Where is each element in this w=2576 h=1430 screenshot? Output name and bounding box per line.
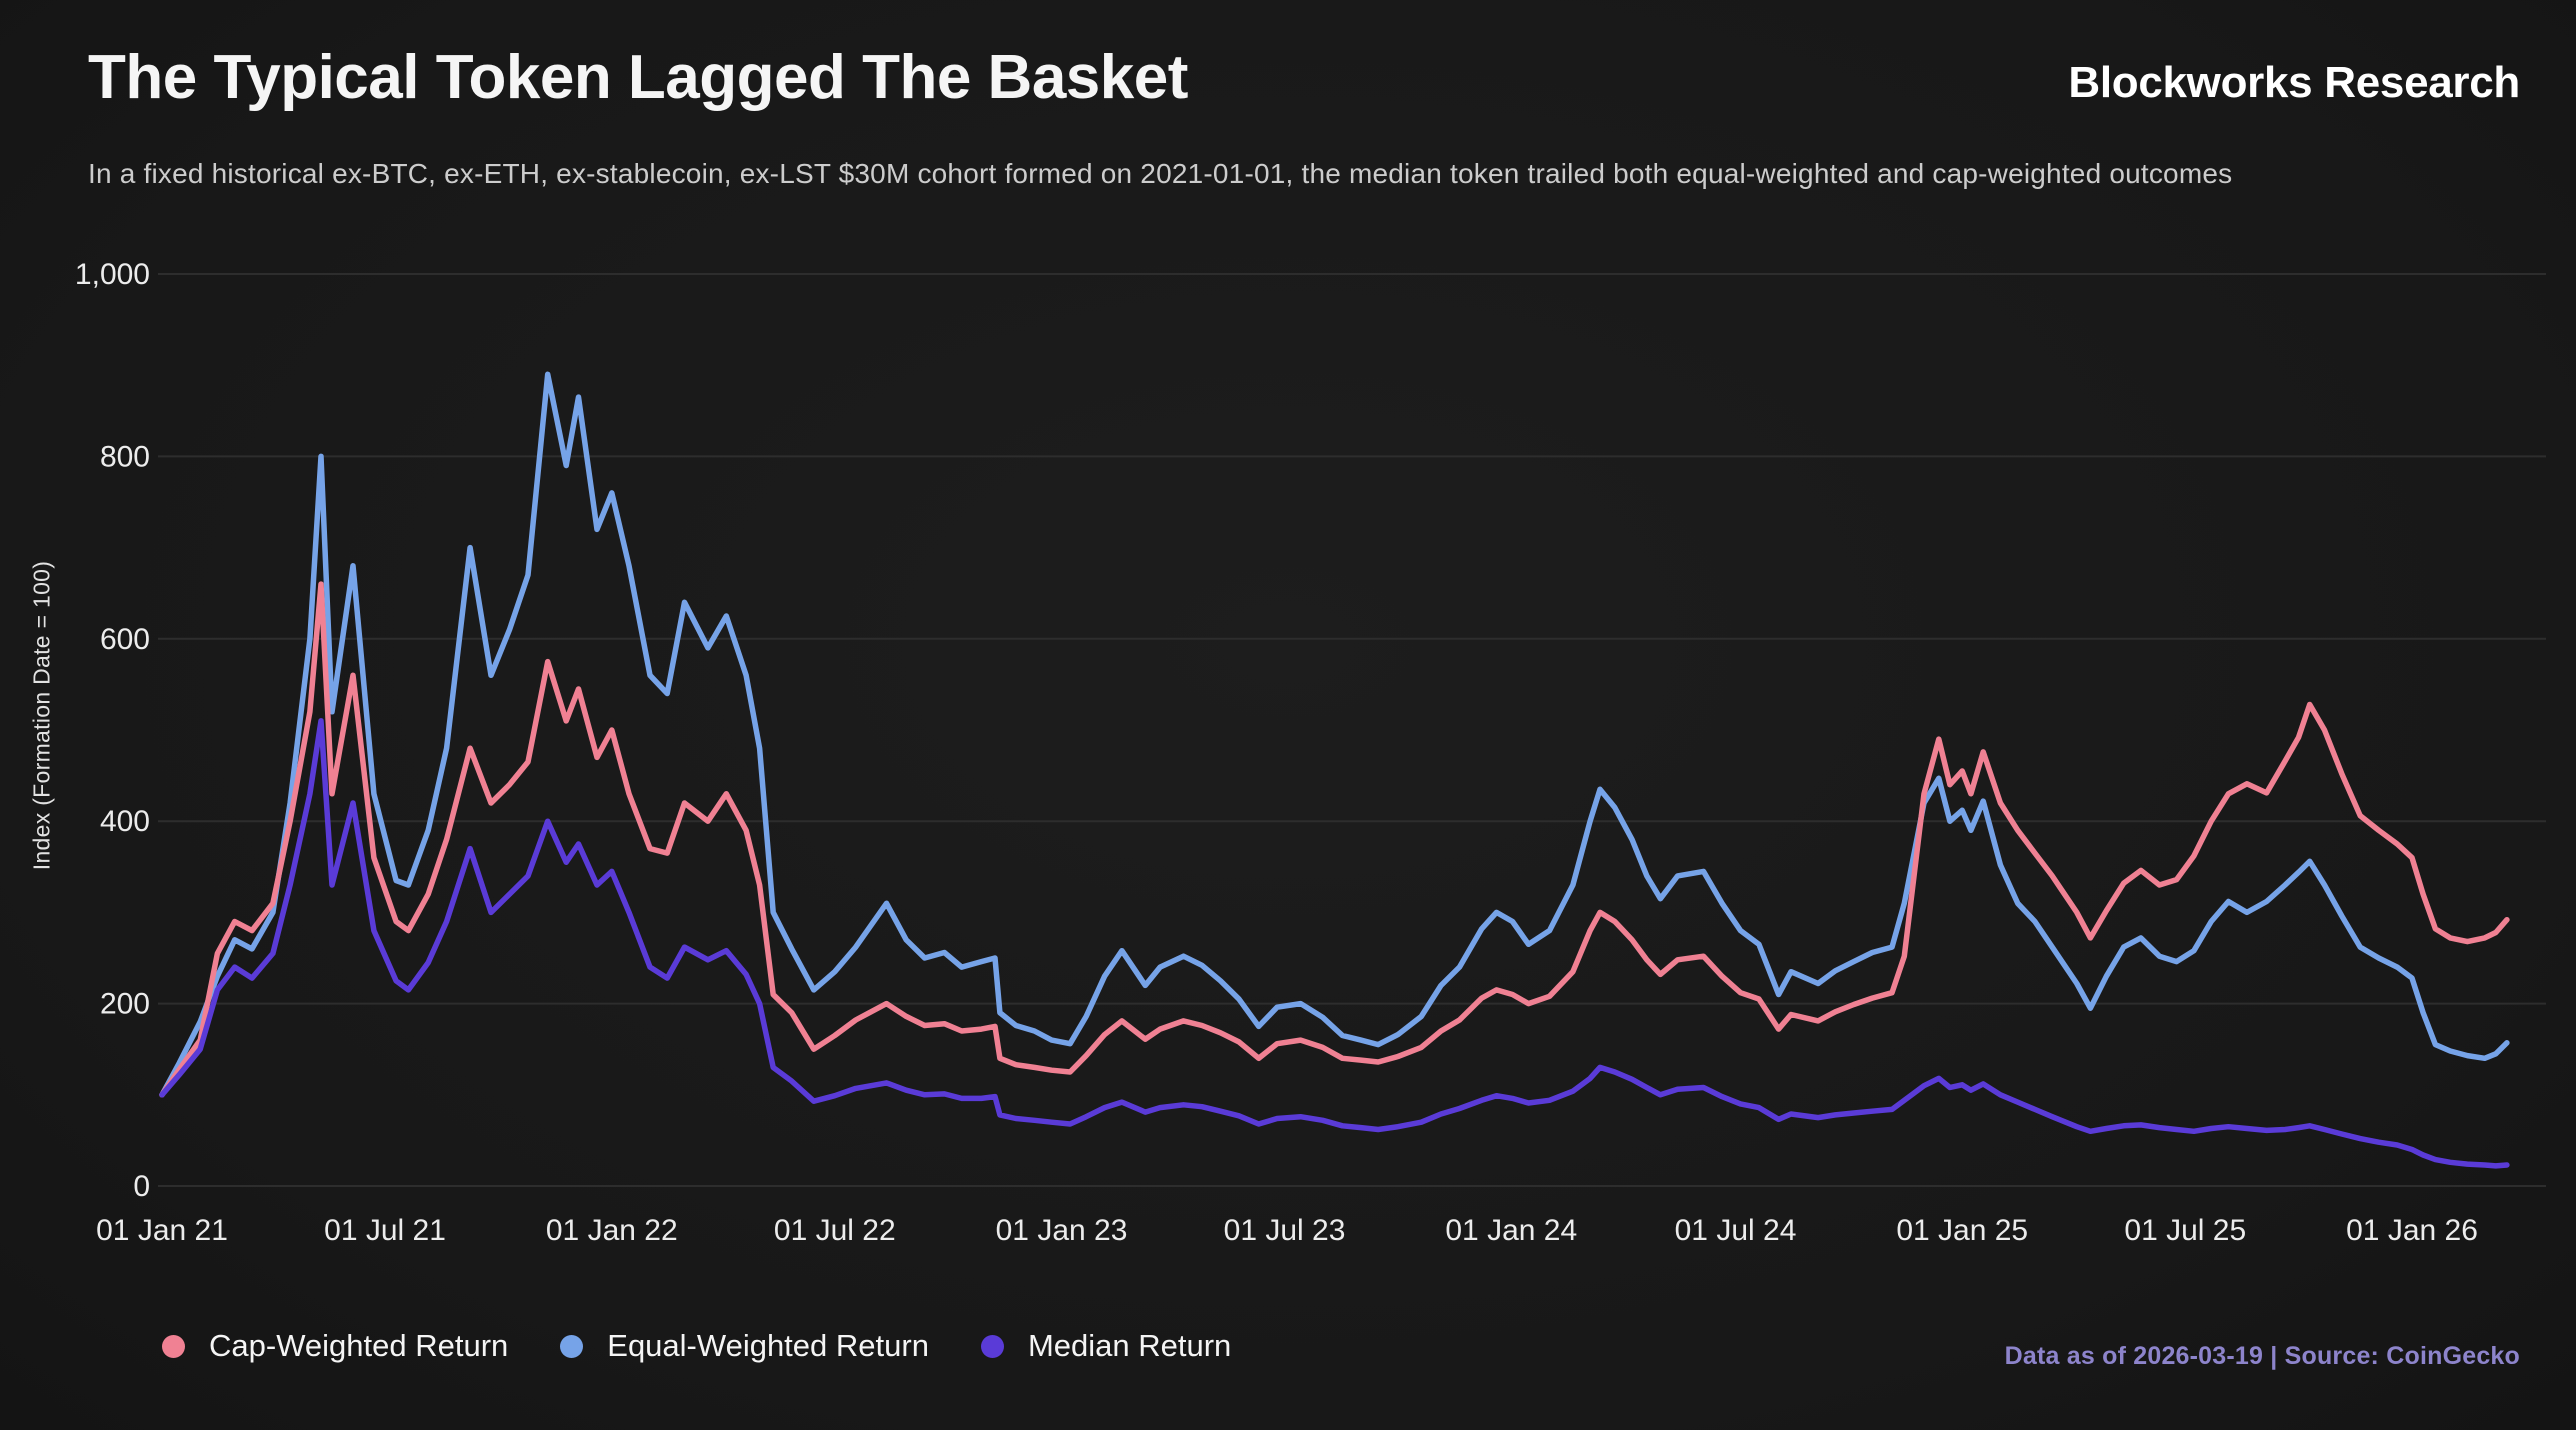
y-tick-label: 200 (100, 988, 150, 1021)
legend-item-equal-weighted: Equal-Weighted Return (560, 1328, 929, 1364)
x-tick-label: 01 Jul 22 (774, 1214, 896, 1247)
x-tick-label: 01 Jan 26 (2346, 1214, 2478, 1247)
x-tick-label: 01 Jul 21 (324, 1214, 446, 1247)
cap-weighted-dot-icon (162, 1334, 185, 1358)
legend-label: Cap-Weighted Return (209, 1328, 509, 1363)
legend-label: Equal-Weighted Return (607, 1328, 929, 1363)
x-tick-label: 01 Jan 25 (1896, 1214, 2028, 1247)
source-note: Data as of 2026-03-19 | Source: CoinGeck… (2004, 1342, 2520, 1370)
legend-item-cap-weighted: Cap-Weighted Return (162, 1328, 508, 1364)
legend-label: Median Return (1027, 1328, 1232, 1363)
y-tick-label: 800 (100, 440, 150, 473)
x-tick-label: 01 Jan 24 (1445, 1214, 1577, 1247)
legend: Cap-Weighted Return Equal-Weighted Retur… (162, 1318, 1231, 1374)
page-title: The Typical Token Lagged The Basket (88, 43, 1188, 112)
median-dot-icon (980, 1334, 1004, 1358)
x-tick-label: 01 Jul 24 (1675, 1214, 1797, 1247)
equal-weighted-dot-icon (560, 1334, 584, 1358)
x-tick-label: 01 Jul 23 (1224, 1214, 1346, 1247)
brand-logo: Blockworks Research (2068, 58, 2520, 107)
y-tick-label: 0 (133, 1170, 150, 1203)
y-tick-label: 600 (100, 623, 150, 656)
series-line-median-return (159, 718, 2510, 1169)
series-line-equal-weighted-return (159, 371, 2510, 1098)
legend-item-median: Median Return (980, 1328, 1232, 1364)
y-tick-label: 400 (100, 805, 150, 838)
x-tick-label: 01 Jan 21 (96, 1214, 228, 1247)
page-subtitle: In a fixed historical ex-BTC, ex-ETH, ex… (88, 158, 2233, 189)
x-tick-label: 01 Jul 25 (2124, 1214, 2246, 1247)
x-tick-label: 01 Jan 23 (996, 1214, 1128, 1247)
x-tick-label: 01 Jan 22 (546, 1214, 678, 1247)
y-tick-label: 1,000 (75, 258, 150, 291)
series-line-cap-weighted-return (159, 581, 2510, 1098)
